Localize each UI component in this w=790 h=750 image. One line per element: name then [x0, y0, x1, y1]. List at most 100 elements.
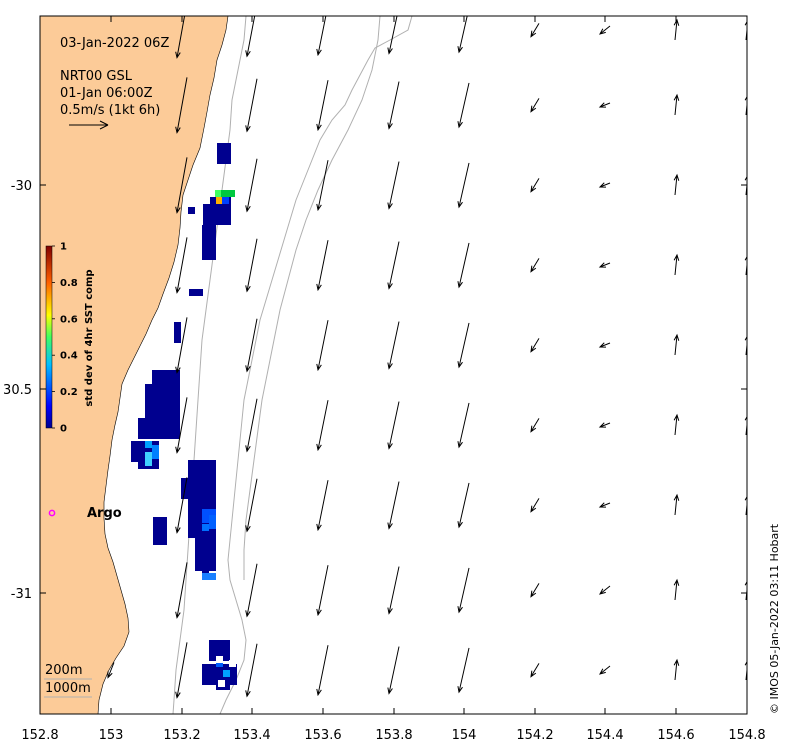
- sst-pixel: [221, 190, 235, 197]
- sst-pixel: [195, 536, 216, 571]
- sst-pixel: [188, 460, 216, 481]
- sst-pixel: [202, 573, 216, 580]
- y-axis: -30 30.5 -31: [3, 179, 747, 602]
- sst-pixel: [188, 207, 195, 214]
- current-vector: [673, 658, 680, 681]
- colorbar-tick-label: 0.2: [60, 387, 78, 398]
- current-vector: [530, 23, 540, 38]
- contour-label-200m: 200m: [45, 663, 82, 678]
- x-tick-label: 153.6: [304, 728, 341, 743]
- current-vector: [387, 566, 400, 615]
- current-vector: [530, 338, 540, 353]
- scale-label: 0.5m/s (1kt 6h): [60, 103, 160, 118]
- current-vector: [744, 175, 747, 196]
- sst-pixel: [174, 322, 181, 343]
- current-vector: [530, 258, 540, 273]
- sst-stddev-pixels: [131, 143, 237, 690]
- sst-pixel: [209, 515, 216, 529]
- current-vector: [598, 25, 611, 35]
- current-vector: [387, 81, 400, 130]
- current-vector: [316, 645, 329, 697]
- x-tick-label: 153.2: [163, 728, 200, 743]
- colorbar-gradient: [45, 245, 53, 429]
- sst-pixel: [222, 197, 229, 204]
- current-vector: [598, 665, 611, 675]
- current-vector: [530, 98, 540, 113]
- scale-arrow: [69, 120, 109, 130]
- current-vector: [107, 662, 115, 679]
- current-vector: [673, 93, 680, 116]
- current-vector: [457, 162, 470, 209]
- sst-pixel: [145, 441, 152, 448]
- colorbar-tick-label: 0.8: [60, 278, 78, 289]
- current-vector: [316, 160, 329, 212]
- current-vector: [673, 413, 680, 436]
- current-vector: [598, 422, 611, 428]
- sst-pixel: [181, 478, 216, 499]
- current-vector: [175, 562, 188, 619]
- current-vector: [387, 401, 400, 450]
- colorbar-ticks: 0 0.2 0.4 0.6 0.8 1: [52, 242, 78, 435]
- current-vector: [530, 418, 540, 433]
- contour-label-1000m: 1000m: [45, 681, 91, 696]
- current-vector: [744, 495, 747, 516]
- contour-inner: [243, 16, 381, 580]
- current-vector: [316, 320, 329, 372]
- current-vector: [387, 241, 400, 290]
- sst-gap: [218, 680, 225, 687]
- sst-pixel: [189, 289, 203, 296]
- current-vector: [530, 178, 540, 193]
- sst-pixel: [145, 452, 152, 466]
- current-vector: [175, 16, 186, 59]
- colorbar-tick-label: 1: [60, 242, 67, 253]
- current-vector: [245, 318, 258, 373]
- current-vector: [175, 237, 188, 294]
- colorbar-tick-label: 0: [60, 424, 67, 435]
- current-vector: [245, 238, 258, 293]
- sst-pixel: [138, 418, 180, 439]
- x-tick-label: 154.6: [657, 728, 694, 743]
- sst-pixel: [216, 660, 223, 667]
- product-time: 01-Jan 06:00Z: [60, 86, 153, 101]
- current-vector: [457, 482, 470, 529]
- x-tick-label: 153: [99, 728, 124, 743]
- sst-pixel: [202, 225, 216, 260]
- current-vector: [387, 646, 400, 695]
- current-vector: [457, 16, 468, 54]
- x-tick-label: 154: [452, 728, 477, 743]
- sst-pixel: [224, 150, 231, 164]
- contour-1000m: [219, 16, 413, 714]
- current-vector: [530, 498, 540, 513]
- argo-label: Argo: [87, 506, 122, 521]
- current-vector: [598, 102, 611, 108]
- current-vector: [598, 585, 611, 595]
- current-vector: [316, 565, 329, 617]
- colorbar-tick-label: 0.4: [60, 351, 78, 362]
- current-vector: [744, 415, 747, 436]
- sst-pixel: [202, 524, 209, 531]
- colorbar-label: std dev of 4hr SST comp: [84, 269, 95, 406]
- current-vector: [673, 333, 680, 356]
- current-vector: [175, 397, 188, 454]
- current-vector: [530, 663, 540, 678]
- sst-pixel: [223, 670, 230, 677]
- contour-200m: [172, 16, 247, 714]
- sst-pixel: [209, 640, 230, 661]
- current-vector: [744, 580, 747, 601]
- current-vector: [316, 400, 329, 452]
- current-vector: [245, 478, 258, 533]
- current-vector: [744, 255, 747, 276]
- current-vector: [530, 583, 540, 598]
- current-vector: [457, 402, 470, 449]
- current-vector: [387, 161, 400, 210]
- current-vector: [673, 578, 680, 601]
- y-tick-label: 30.5: [3, 383, 32, 398]
- current-vector: [175, 642, 188, 699]
- sst-gap: [229, 660, 236, 667]
- sst-pixel: [152, 370, 180, 384]
- current-vector: [175, 77, 188, 134]
- current-vector: [316, 80, 329, 132]
- sst-pixel: [153, 517, 167, 545]
- current-vector: [598, 342, 611, 348]
- current-vector: [457, 567, 470, 614]
